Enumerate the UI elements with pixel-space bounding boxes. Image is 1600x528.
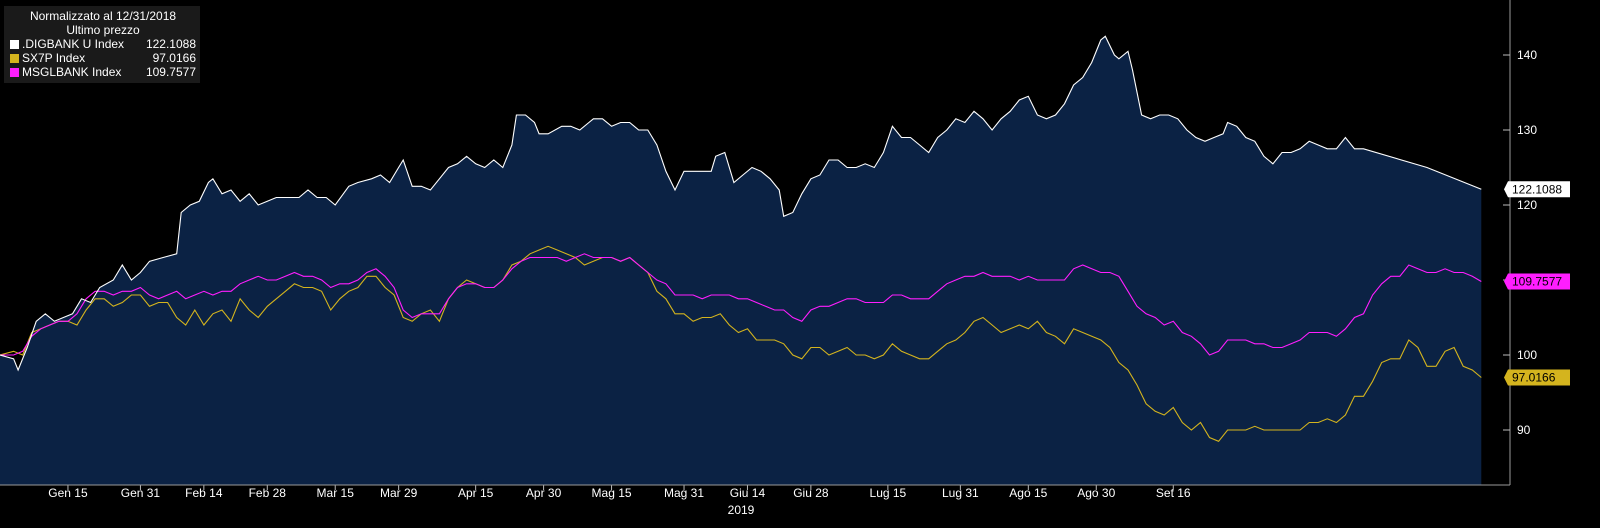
legend-swatch <box>10 67 19 77</box>
x-tick-label: Lug 15 <box>870 486 907 500</box>
legend-title: Normalizzato al 12/31/2018 <box>29 9 177 23</box>
series-line-1 <box>0 245 1482 442</box>
x-tick-label: Mar 15 <box>317 486 355 500</box>
last-value-label: 97.0166 <box>1512 371 1556 385</box>
last-value-labels: 122.1088 97.0166 109.7577 <box>1504 181 1570 386</box>
y-tick-label: 120 <box>1517 198 1537 212</box>
legend-item: SX7P Index 97.0166 <box>10 51 196 65</box>
series-lines <box>0 35 1482 442</box>
last-value-badge <box>1504 181 1570 198</box>
y-tick-label: 130 <box>1517 123 1537 137</box>
y-tick-label: 100 <box>1517 348 1537 362</box>
legend-item: .DIGBANK U Index 122.1088 <box>10 37 196 51</box>
x-tick-label: Mag 15 <box>592 486 632 500</box>
legend-swatch <box>10 39 19 49</box>
series-line-2 <box>0 253 1482 356</box>
x-tick-label: Feb 28 <box>249 486 287 500</box>
x-tick-label: Gen 15 <box>48 486 88 500</box>
series-line-0 <box>0 35 1482 372</box>
x-tick-label: Giu 28 <box>793 486 829 500</box>
legend-swatch <box>10 53 19 63</box>
x-tick-label: Gen 31 <box>121 486 161 500</box>
x-tick-label: Ago 30 <box>1077 486 1115 500</box>
last-value-label: 109.7577 <box>1512 275 1562 289</box>
x-axis-year-label: 2019 <box>728 503 755 517</box>
legend-item-value: 109.7577 <box>145 65 196 79</box>
x-axis-ticks: Gen 15 Gen 31 Feb 14 Feb 28 Mar 15 Mar 29 Apr … <box>48 485 1191 500</box>
y-tick-label: 90 <box>1517 423 1531 437</box>
y-tick-label: 140 <box>1517 48 1537 62</box>
x-tick-label: Set 16 <box>1156 486 1191 500</box>
legend-item-name: SX7P Index <box>22 51 86 65</box>
x-tick-label: Mar 29 <box>380 486 418 500</box>
legend-item-name: MSGLBANK Index <box>22 65 122 79</box>
x-tick-label: Apr 30 <box>526 486 562 500</box>
x-tick-label: Lug 31 <box>942 486 979 500</box>
x-tick-label: Mag 31 <box>664 486 704 500</box>
x-tick-label: Giu 14 <box>730 486 766 500</box>
legend-item-value: 97.0166 <box>152 51 196 65</box>
digbank-area-fill <box>0 36 1482 486</box>
legend-item-name: .DIGBANK U Index <box>22 37 125 51</box>
x-tick-label: Apr 15 <box>458 486 494 500</box>
x-tick-label: Ago 15 <box>1009 486 1047 500</box>
last-value-badge <box>1504 273 1570 290</box>
legend: Normalizzato al 12/31/2018 Ultimo prezzo… <box>4 6 200 83</box>
x-tick-label: Feb 14 <box>185 486 223 500</box>
legend-item: MSGLBANK Index 109.7577 <box>10 65 196 79</box>
legend-subtitle: Ultimo prezzo <box>66 23 140 37</box>
last-value-badge <box>1504 369 1570 386</box>
last-value-label: 122.1088 <box>1512 182 1562 196</box>
legend-item-value: 122.1088 <box>145 37 196 51</box>
legend-items: .DIGBANK U Index 122.1088 SX7P Index 97.016… <box>10 37 196 79</box>
